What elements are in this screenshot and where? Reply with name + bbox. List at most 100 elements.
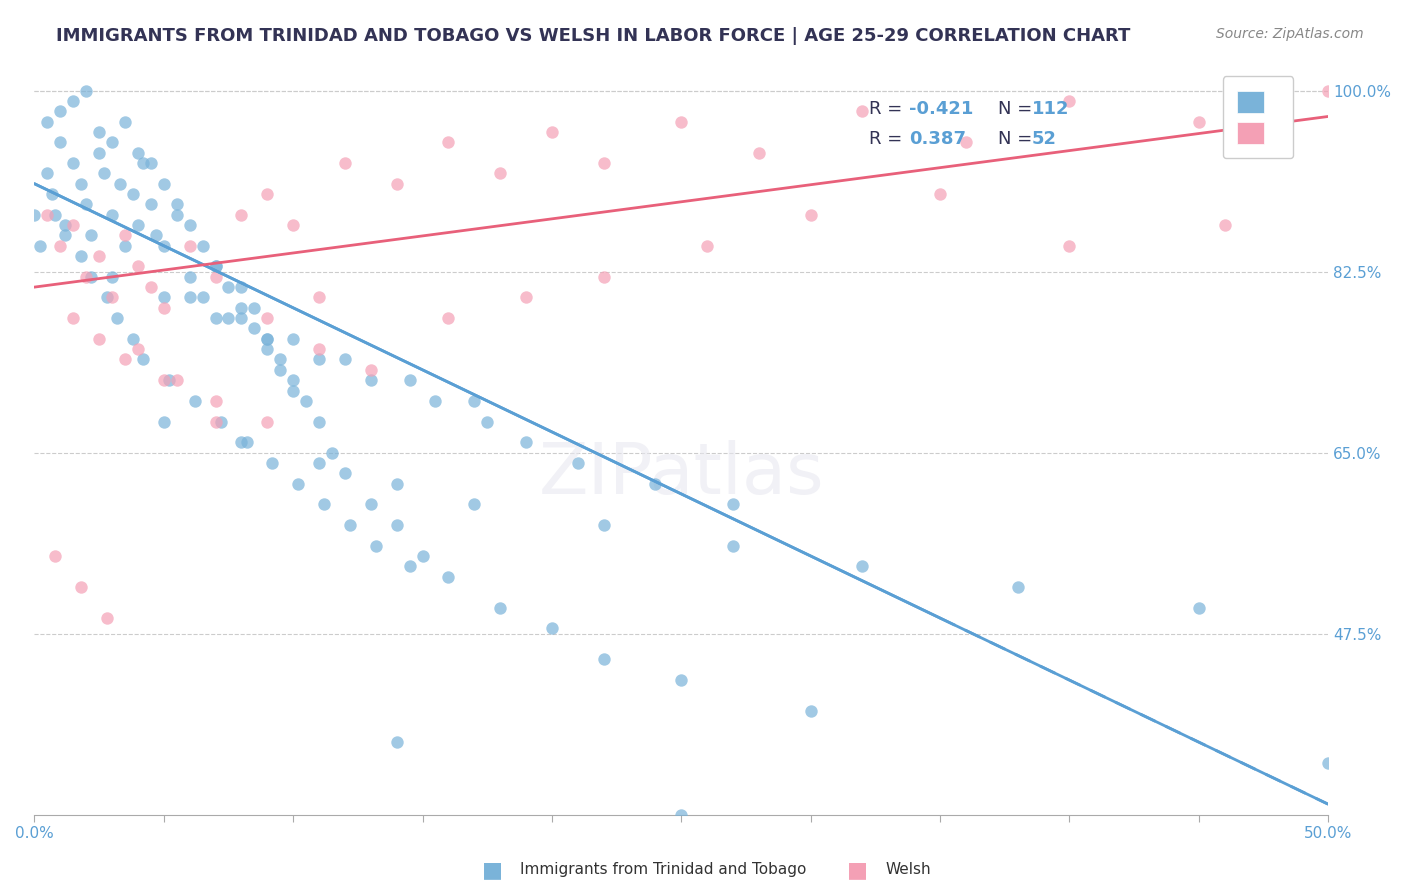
Point — [62, 94, 84, 108]
Point — [152, 177, 174, 191]
Point — [231, 311, 253, 326]
Point — [671, 673, 693, 687]
Point — [360, 373, 382, 387]
Point — [62, 311, 84, 326]
Point — [1188, 600, 1211, 615]
Point — [425, 393, 447, 408]
Point — [101, 269, 124, 284]
Point — [37, 114, 59, 128]
Point — [800, 704, 823, 718]
Point — [800, 208, 823, 222]
Point — [1007, 580, 1029, 594]
Point — [1317, 84, 1340, 98]
Point — [62, 156, 84, 170]
Point — [166, 197, 188, 211]
Point — [166, 208, 188, 222]
Point — [157, 373, 180, 387]
Point — [398, 373, 420, 387]
Point — [44, 549, 66, 563]
Point — [262, 456, 284, 470]
Text: ■: ■ — [482, 860, 502, 880]
Point — [121, 332, 143, 346]
Point — [132, 156, 155, 170]
Point — [592, 518, 614, 533]
Point — [62, 218, 84, 232]
Point — [87, 332, 110, 346]
Point — [121, 187, 143, 202]
Point — [127, 342, 149, 356]
Point — [96, 290, 118, 304]
Point — [515, 435, 537, 450]
Point — [87, 145, 110, 160]
Point — [114, 228, 136, 243]
Point — [80, 228, 103, 243]
Point — [231, 301, 253, 315]
Point — [204, 269, 226, 284]
Point — [166, 373, 188, 387]
Point — [127, 145, 149, 160]
Point — [269, 352, 291, 367]
Point — [1059, 238, 1081, 252]
Point — [204, 311, 226, 326]
Point — [385, 476, 408, 491]
Point — [127, 218, 149, 232]
Text: -0.421: -0.421 — [908, 100, 973, 118]
Point — [696, 238, 718, 252]
Point — [114, 352, 136, 367]
Point — [191, 238, 214, 252]
Point — [152, 238, 174, 252]
Text: R =: R = — [869, 130, 908, 148]
Point — [204, 260, 226, 274]
Point — [217, 280, 239, 294]
Text: 0.387: 0.387 — [908, 130, 966, 148]
Point — [333, 352, 356, 367]
Point — [75, 197, 97, 211]
Point — [385, 735, 408, 749]
Point — [308, 415, 330, 429]
Point — [281, 332, 304, 346]
Point — [101, 208, 124, 222]
Point — [308, 342, 330, 356]
Point — [191, 290, 214, 304]
Point — [489, 600, 512, 615]
Point — [256, 187, 278, 202]
Text: ZIPatlas: ZIPatlas — [538, 441, 824, 509]
Point — [360, 497, 382, 511]
Point — [256, 342, 278, 356]
Point — [398, 559, 420, 574]
Point — [152, 415, 174, 429]
Text: IMMIGRANTS FROM TRINIDAD AND TOBAGO VS WELSH IN LABOR FORCE | AGE 25-29 CORRELAT: IMMIGRANTS FROM TRINIDAD AND TOBAGO VS W… — [56, 27, 1130, 45]
Text: N =: N = — [998, 130, 1038, 148]
Point — [217, 311, 239, 326]
Point — [41, 187, 63, 202]
Point — [139, 156, 162, 170]
Point — [243, 301, 266, 315]
Point — [256, 332, 278, 346]
Point — [287, 476, 309, 491]
Point — [489, 166, 512, 180]
Point — [1188, 114, 1211, 128]
Point — [55, 218, 77, 232]
Point — [385, 518, 408, 533]
Point — [49, 104, 72, 119]
Point — [256, 311, 278, 326]
Point — [75, 84, 97, 98]
Point — [463, 393, 485, 408]
Point — [101, 136, 124, 150]
Point — [256, 415, 278, 429]
Point — [93, 166, 115, 180]
Point — [671, 114, 693, 128]
Point — [281, 384, 304, 398]
Point — [44, 208, 66, 222]
Point — [70, 249, 93, 263]
Text: Source: ZipAtlas.com: Source: ZipAtlas.com — [1216, 27, 1364, 41]
Point — [360, 363, 382, 377]
Point — [96, 611, 118, 625]
Point — [184, 393, 207, 408]
Point — [333, 156, 356, 170]
Point — [152, 373, 174, 387]
Point — [179, 269, 201, 284]
Point — [721, 539, 744, 553]
Point — [281, 218, 304, 232]
Text: 112: 112 — [1032, 100, 1070, 118]
